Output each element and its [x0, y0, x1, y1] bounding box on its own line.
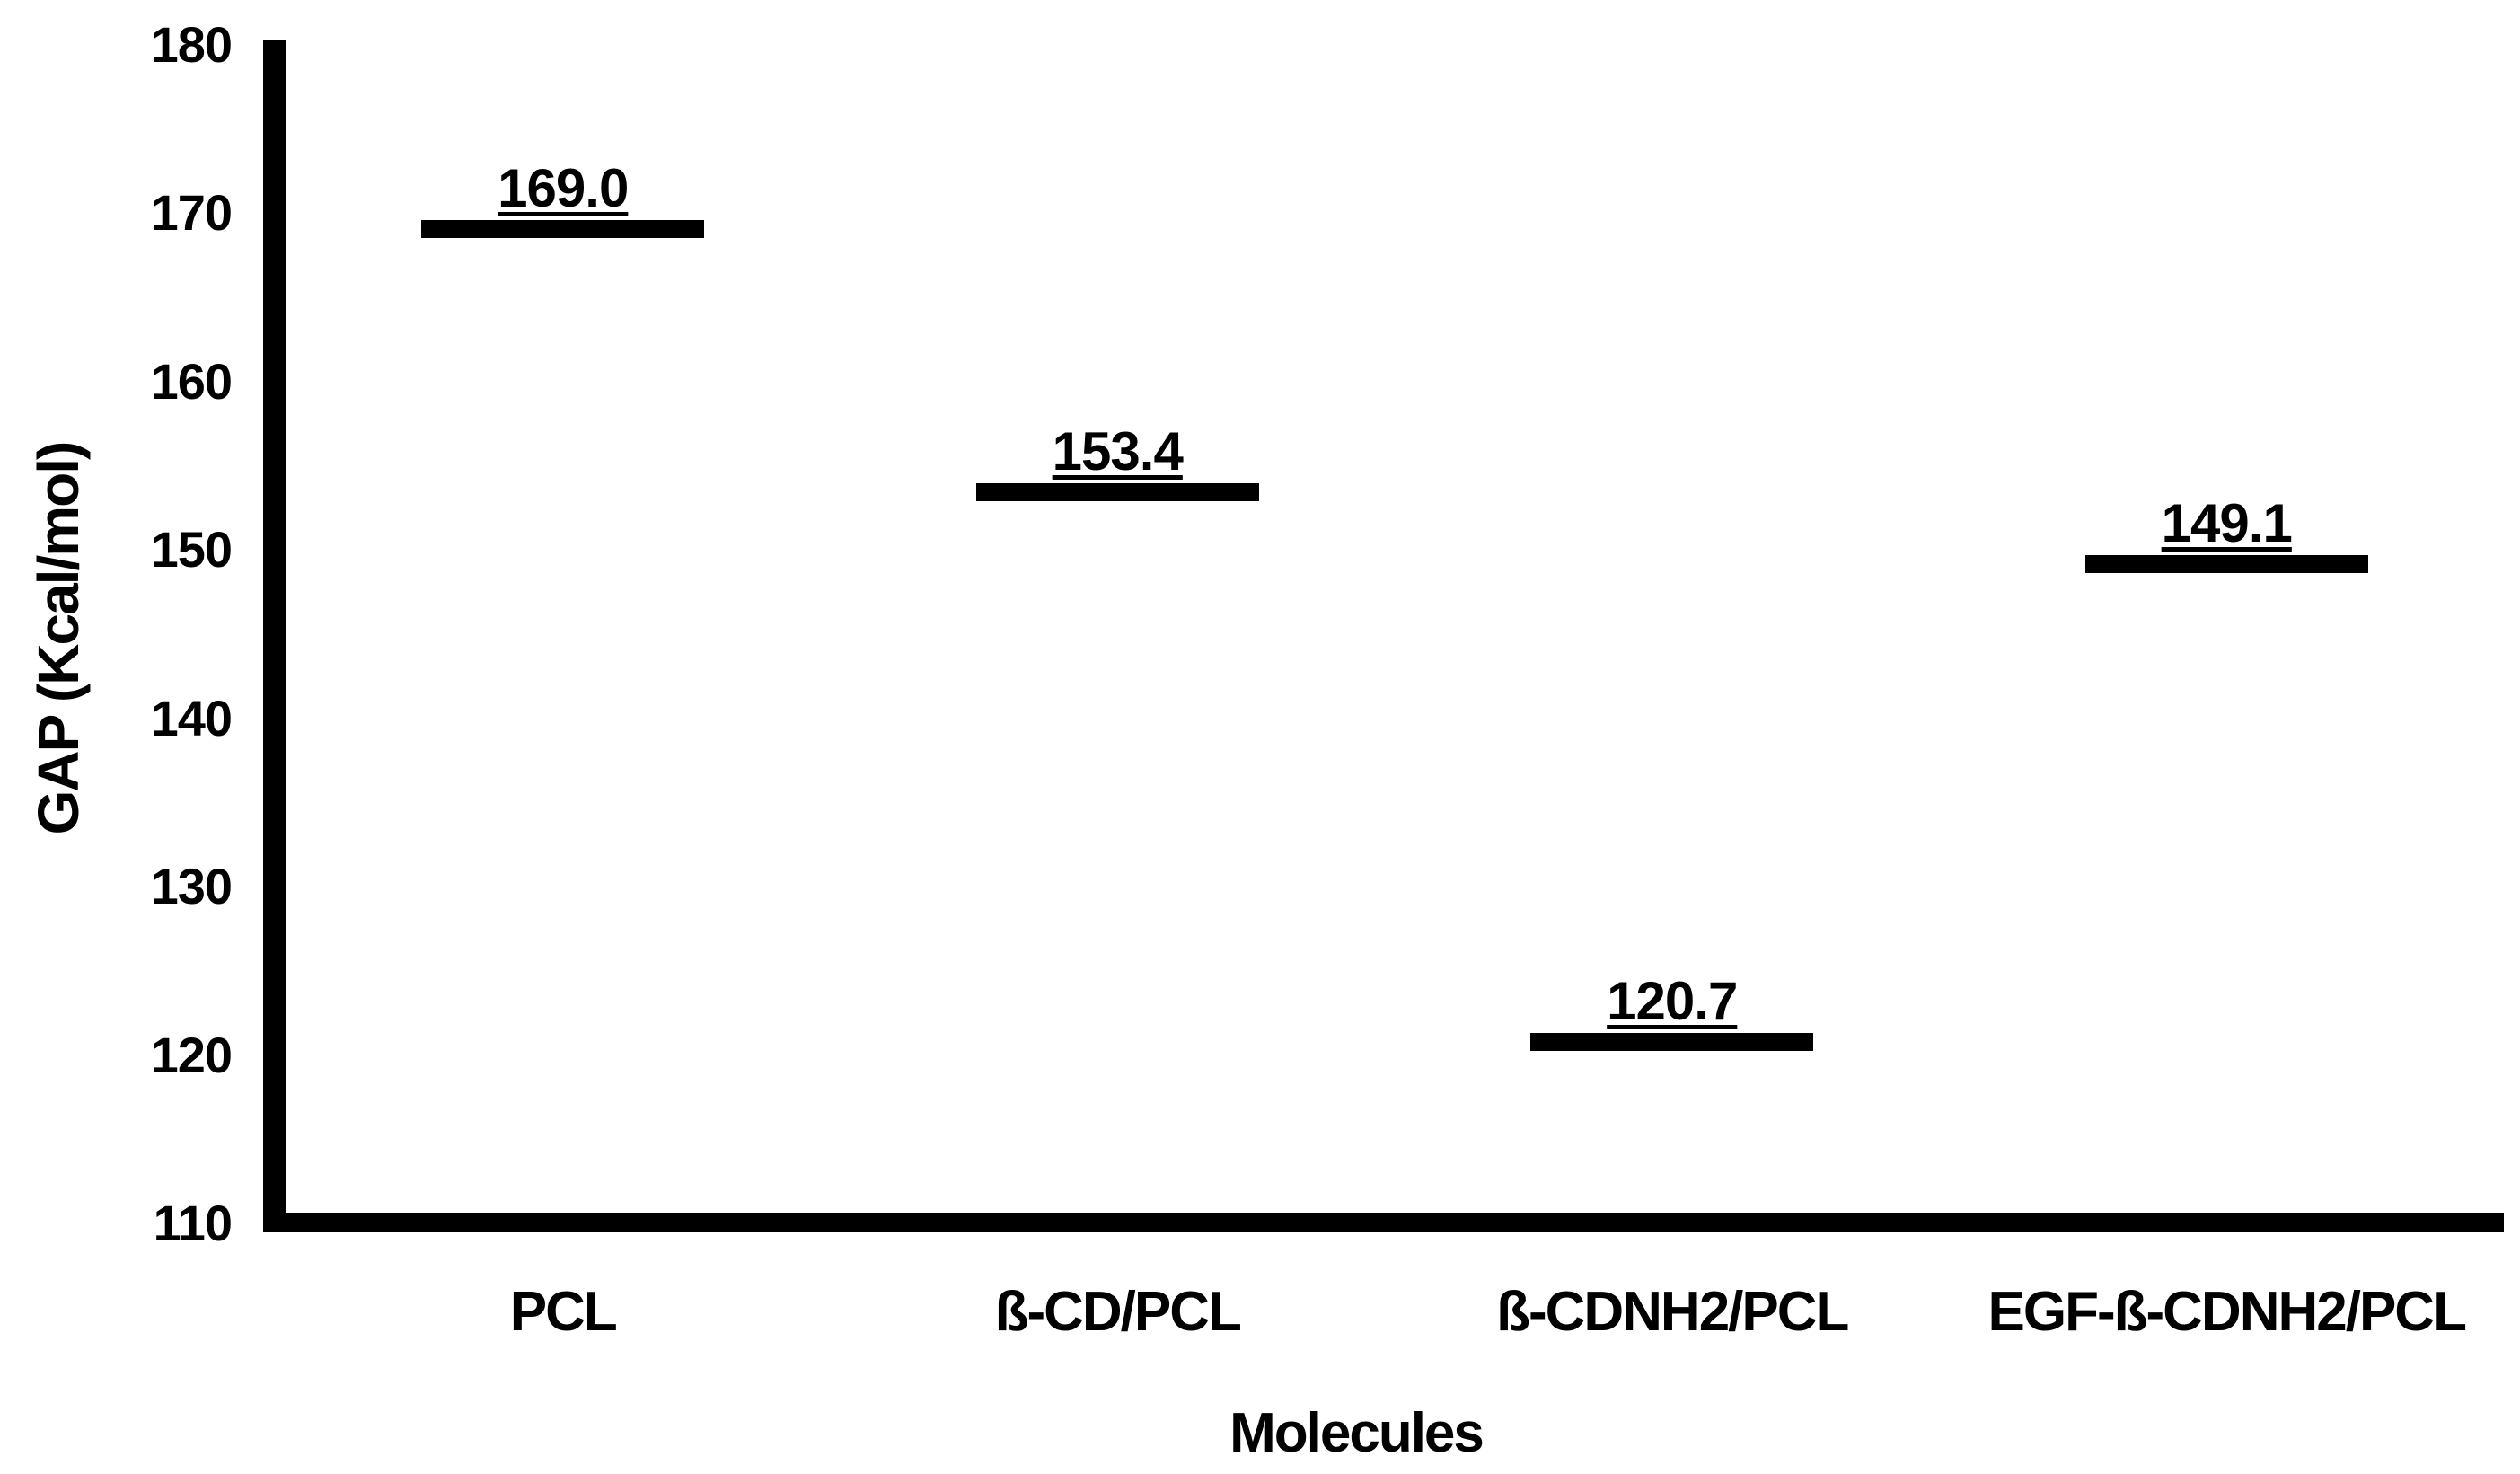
data-point-value-label: 120.7: [1607, 971, 1738, 1032]
x-category-label: EGF-ß-CDNH2/PCL: [1987, 1281, 2467, 1343]
x-category-label: PCL: [509, 1281, 618, 1343]
x-category-label: ß-CD/PCL: [994, 1281, 1242, 1343]
y-axis-line: [263, 40, 286, 1232]
y-axis-title: GAP (Kcal/mol): [26, 442, 91, 835]
data-point-value-label: 149.1: [2161, 493, 2293, 554]
y-tick-label: 160: [150, 352, 233, 410]
y-tick-label: 140: [150, 689, 233, 746]
y-tick-label: 180: [150, 16, 233, 73]
y-tick-label: 150: [150, 521, 233, 578]
x-axis-title: Molecules: [1229, 1402, 1485, 1464]
data-point-value-label: 169.0: [498, 158, 629, 219]
data-point-value-label: 153.4: [1052, 420, 1184, 481]
x-axis-line: [263, 1213, 2504, 1232]
y-tick-label: 110: [153, 1195, 233, 1251]
y-tick-label: 170: [150, 184, 233, 242]
y-tick-label: 130: [150, 858, 233, 915]
data-point-bar: [1530, 1033, 1814, 1052]
y-tick-label: 120: [150, 1026, 233, 1083]
data-point-bar: [421, 220, 705, 239]
data-point-bar: [2084, 555, 2368, 574]
x-category-label: ß-CDNH2/PCL: [1496, 1281, 1849, 1343]
data-point-bar: [975, 482, 1259, 501]
